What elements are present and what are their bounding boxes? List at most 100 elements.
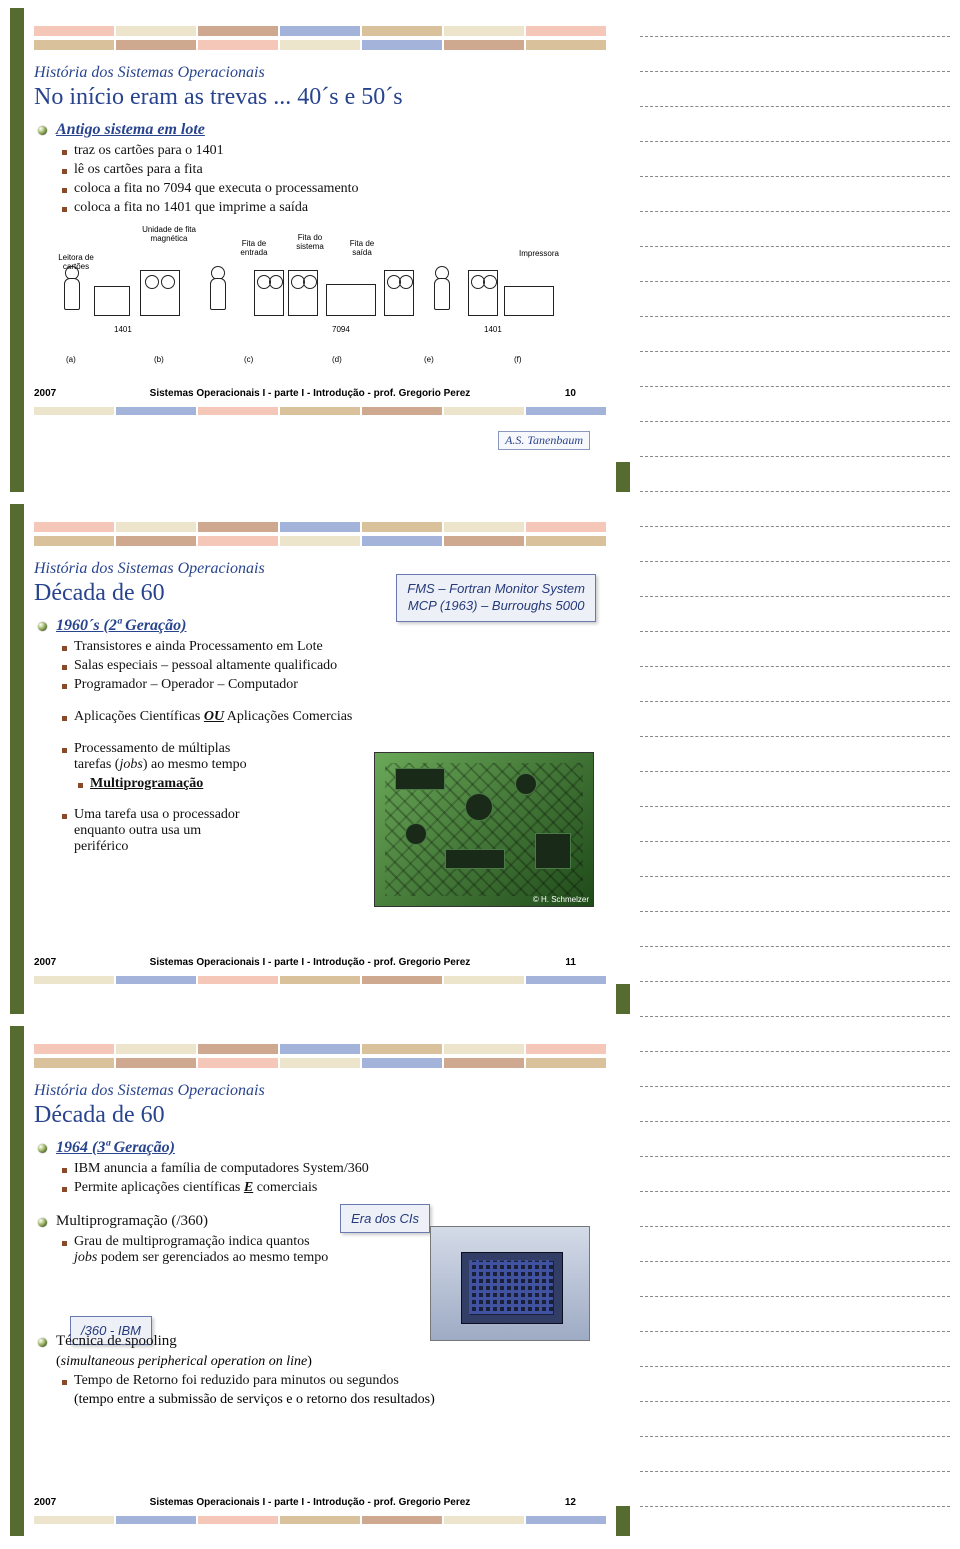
heading-1964: 1964 (3ª Geração) (34, 1139, 606, 1157)
spooling-paren: (simultaneous peripherical operation on … (34, 1354, 606, 1370)
slide-supertitle: História dos Sistemas Operacionais (34, 1082, 606, 1100)
note-line (640, 745, 950, 772)
fig-letter: (e) (424, 356, 434, 365)
callout-era-cis: Era dos CIs (340, 1204, 430, 1233)
bullet: Uma tarefa usa o processador enquanto ou… (34, 807, 314, 855)
fig-letter: (b) (154, 356, 164, 365)
fig-label: 1401 (484, 326, 502, 335)
tape-unit-icon (288, 270, 318, 316)
bullet: Permite aplicações científicas E comerci… (34, 1180, 606, 1196)
note-line (640, 535, 950, 562)
footer-year: 2007 (34, 1497, 74, 1508)
slide-12: História dos Sistemas Operacionais Décad… (10, 1026, 630, 1536)
person-icon (428, 266, 456, 326)
note-line (640, 780, 950, 807)
card-reader-icon (94, 286, 130, 316)
decor-bottom (34, 1516, 606, 1524)
heading-spooling: Técnica de spooling (34, 1333, 606, 1350)
bullet: Transistores e ainda Processamento em Lo… (34, 639, 606, 655)
note-line (640, 570, 950, 597)
note-line (640, 675, 950, 702)
bullet: Tempo de Retorno foi reduzido para minut… (34, 1373, 606, 1389)
person-icon (204, 266, 232, 326)
tape-unit-icon (468, 270, 498, 316)
bullet: IBM anuncia a família de computadores Sy… (34, 1161, 606, 1177)
slide-title: No início eram as trevas ... 40´s e 50´s (34, 84, 606, 111)
note-line (640, 885, 950, 912)
footer-text: Sistemas Operacionais I - parte I - Intr… (74, 957, 546, 968)
slide-footer: 2007 Sistemas Operacionais I - parte I -… (34, 957, 606, 968)
note-line (640, 10, 950, 37)
note-line (640, 185, 950, 212)
figure-ic-chip (430, 1226, 590, 1341)
note-line (640, 1445, 950, 1472)
footer-page: 11 (546, 957, 576, 968)
note-line (640, 430, 950, 457)
footer-page: 10 (546, 388, 576, 399)
note-line (640, 255, 950, 282)
footer-year: 2007 (34, 388, 74, 399)
slide-10: História dos Sistemas Operacionais No in… (10, 8, 630, 492)
note-line (640, 1270, 950, 1297)
note-line (640, 990, 950, 1017)
callout-line: MCP (1963) – Burroughs 5000 (407, 598, 585, 615)
note-line (640, 1305, 950, 1332)
fig-letter: (c) (244, 356, 253, 365)
note-line (640, 710, 950, 737)
footer-page: 12 (546, 1497, 576, 1508)
note-line (640, 360, 950, 387)
fig-letter: (a) (66, 356, 76, 365)
note-line (640, 465, 950, 492)
figure-pcb: © H. Schmelzer (374, 752, 594, 907)
heading-antigo-sistema: Antigo sistema em lote (34, 121, 606, 139)
notes-column (640, 0, 960, 1548)
note-line (640, 850, 950, 877)
decor-bottom (34, 407, 606, 415)
bullet: coloca a fita no 7094 que executa o proc… (34, 181, 606, 197)
fig-label: Fita de saída (344, 240, 380, 258)
decor-top (34, 26, 606, 54)
figure-batch-system: Leitora de cartões Unidade de fita magné… (54, 226, 606, 376)
decor-bottom (34, 976, 606, 984)
note-line (640, 220, 950, 247)
note-line (640, 1060, 950, 1087)
note-line (640, 500, 950, 527)
tape-unit-icon (140, 270, 180, 316)
decor-top (34, 1044, 606, 1072)
fig-label: 1401 (114, 326, 132, 335)
tape-unit-icon (254, 270, 284, 316)
bullet: Programador – Operador – Computador (34, 677, 606, 693)
note-line (640, 815, 950, 842)
note-line (640, 605, 950, 632)
footer-year: 2007 (34, 957, 74, 968)
callout-line: FMS – Fortran Monitor System (407, 581, 585, 598)
note-line (640, 115, 950, 142)
footer-text: Sistemas Operacionais I - parte I - Intr… (74, 388, 546, 399)
slide-title: Década de 60 (34, 1102, 606, 1129)
fig-label: Unidade de fita magnética (142, 226, 196, 244)
bullet: Salas especiais – pessoal altamente qual… (34, 658, 606, 674)
note-line (640, 45, 950, 72)
note-line (640, 395, 950, 422)
note-line (640, 1130, 950, 1157)
note-line (640, 1480, 950, 1507)
note-line (640, 290, 950, 317)
callout-fms-mcp: FMS – Fortran Monitor System MCP (1963) … (396, 574, 596, 622)
bullet: traz os cartões para o 1401 (34, 143, 606, 159)
tape-unit-icon (384, 270, 414, 316)
slide-footer: 2007 Sistemas Operacionais I - parte I -… (34, 1497, 606, 1508)
note-line (640, 1200, 950, 1227)
printer-icon (504, 286, 554, 316)
note-line (640, 1025, 950, 1052)
note-line (640, 325, 950, 352)
fig-label: Impressora (514, 250, 564, 259)
bullet-note: (tempo entre a submissão de serviços e o… (34, 1392, 606, 1408)
note-line (640, 1095, 950, 1122)
footer-text: Sistemas Operacionais I - parte I - Intr… (74, 1497, 546, 1508)
bullet: lê os cartões para a fita (34, 162, 606, 178)
bullet-multiprog: Processamento de múltiplas tarefas (jobs… (34, 741, 334, 773)
credit-box: A.S. Tanenbaum (498, 431, 590, 450)
note-line (640, 1410, 950, 1437)
note-line (640, 150, 950, 177)
note-line (640, 1340, 950, 1367)
